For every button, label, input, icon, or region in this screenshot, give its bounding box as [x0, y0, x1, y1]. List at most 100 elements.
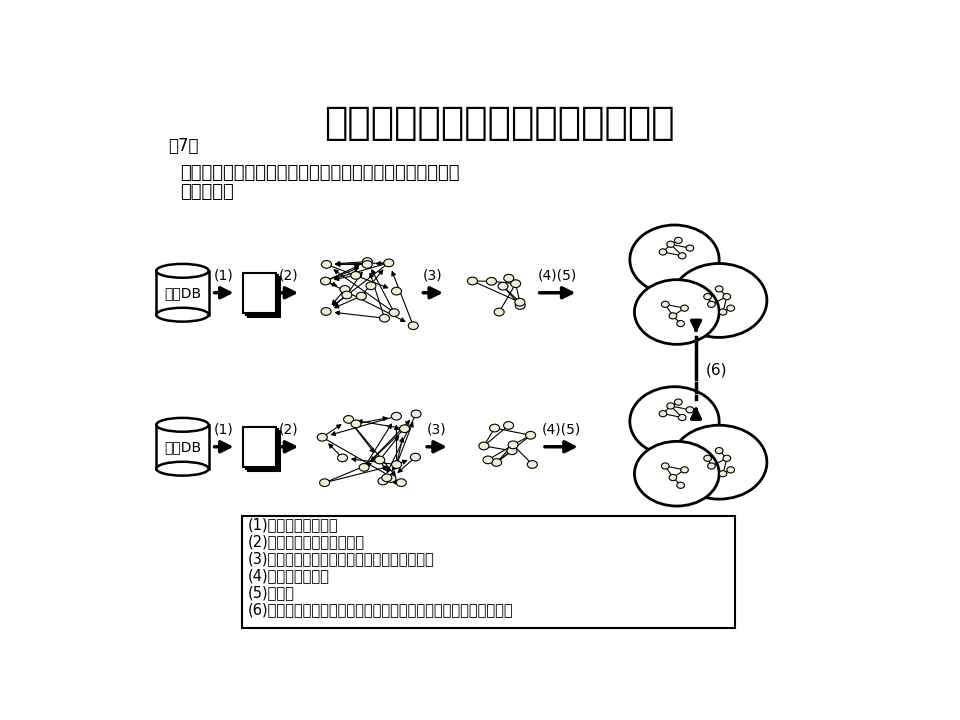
Ellipse shape: [321, 277, 330, 285]
FancyBboxPatch shape: [243, 273, 276, 312]
Ellipse shape: [408, 322, 419, 330]
Text: (3): (3): [423, 269, 443, 283]
Ellipse shape: [350, 271, 361, 279]
Ellipse shape: [492, 459, 501, 467]
Text: 特許DB: 特許DB: [164, 286, 201, 300]
Ellipse shape: [392, 287, 401, 295]
Ellipse shape: [515, 298, 525, 306]
Ellipse shape: [719, 309, 727, 315]
Ellipse shape: [671, 426, 767, 499]
Ellipse shape: [490, 424, 499, 432]
Ellipse shape: [723, 294, 731, 300]
Ellipse shape: [511, 280, 520, 287]
Ellipse shape: [322, 261, 331, 269]
Text: (1)検索クエリで検索: (1)検索クエリで検索: [248, 517, 339, 532]
Ellipse shape: [667, 241, 675, 248]
Ellipse shape: [727, 305, 734, 311]
Ellipse shape: [156, 307, 208, 322]
Ellipse shape: [392, 461, 401, 469]
Text: (2): (2): [279, 269, 299, 283]
Ellipse shape: [156, 418, 208, 432]
Ellipse shape: [669, 474, 677, 481]
FancyBboxPatch shape: [246, 275, 278, 315]
Ellipse shape: [526, 431, 536, 439]
Ellipse shape: [704, 455, 711, 462]
Ellipse shape: [635, 441, 719, 506]
Ellipse shape: [487, 277, 496, 285]
Ellipse shape: [660, 249, 667, 255]
Ellipse shape: [660, 410, 667, 417]
Text: (3)引用ネットワーク中の最大連結成分を抽出: (3)引用ネットワーク中の最大連結成分を抽出: [248, 551, 435, 566]
Ellipse shape: [679, 253, 686, 259]
Ellipse shape: [630, 225, 719, 294]
Ellipse shape: [374, 456, 385, 464]
Ellipse shape: [704, 294, 711, 300]
Ellipse shape: [320, 479, 329, 487]
Ellipse shape: [156, 462, 208, 476]
Ellipse shape: [411, 410, 421, 418]
Ellipse shape: [669, 312, 677, 319]
Text: (4)クラスタリング: (4)クラスタリング: [248, 568, 330, 583]
Ellipse shape: [508, 441, 518, 449]
Ellipse shape: [677, 320, 684, 327]
Ellipse shape: [386, 474, 396, 482]
Ellipse shape: [342, 291, 352, 299]
Ellipse shape: [392, 413, 401, 420]
Text: (1): (1): [214, 269, 234, 283]
Text: (2)引用ネットワークを作成: (2)引用ネットワークを作成: [248, 534, 365, 549]
Ellipse shape: [708, 463, 715, 469]
Text: (4)(5): (4)(5): [541, 423, 581, 437]
Ellipse shape: [362, 258, 372, 266]
Ellipse shape: [708, 301, 715, 307]
Text: 類似度測定: 類似度測定: [180, 183, 234, 201]
Ellipse shape: [686, 407, 694, 413]
Ellipse shape: [378, 477, 388, 485]
Ellipse shape: [677, 482, 684, 488]
Ellipse shape: [356, 292, 367, 300]
Text: 自然言語処理による類似度の測定: 自然言語処理による類似度の測定: [324, 104, 675, 143]
Ellipse shape: [507, 447, 517, 454]
Ellipse shape: [527, 461, 538, 468]
FancyBboxPatch shape: [248, 277, 280, 318]
Ellipse shape: [411, 454, 420, 461]
Ellipse shape: [382, 474, 392, 482]
Ellipse shape: [679, 415, 686, 420]
Ellipse shape: [671, 264, 767, 338]
Ellipse shape: [675, 399, 683, 405]
Ellipse shape: [498, 282, 508, 290]
Ellipse shape: [715, 286, 723, 292]
Ellipse shape: [630, 387, 719, 456]
Text: (6)各論文クラスターと各特許クラスターの意味的な類似度を測定: (6)各論文クラスターと各特許クラスターの意味的な類似度を測定: [248, 602, 514, 617]
Ellipse shape: [399, 425, 410, 433]
Ellipse shape: [340, 286, 350, 293]
FancyBboxPatch shape: [156, 271, 208, 315]
Ellipse shape: [344, 415, 353, 423]
Ellipse shape: [686, 245, 694, 251]
Ellipse shape: [483, 456, 493, 464]
Ellipse shape: [681, 467, 688, 473]
Ellipse shape: [504, 274, 514, 282]
Text: (2): (2): [279, 423, 299, 437]
Text: 論文クラスタ、特許クラスタに対するテキスト分析による: 論文クラスタ、特許クラスタに対するテキスト分析による: [180, 163, 460, 181]
Ellipse shape: [715, 448, 723, 454]
Text: (1): (1): [214, 423, 234, 437]
Text: (5)可視化: (5)可視化: [248, 585, 295, 600]
Ellipse shape: [516, 302, 525, 310]
Ellipse shape: [661, 463, 669, 469]
Ellipse shape: [351, 420, 361, 428]
Ellipse shape: [317, 433, 327, 441]
Ellipse shape: [156, 264, 208, 278]
Ellipse shape: [479, 442, 489, 450]
Text: (6): (6): [706, 362, 727, 377]
Ellipse shape: [667, 403, 675, 409]
Ellipse shape: [384, 259, 394, 266]
Ellipse shape: [661, 301, 669, 307]
Ellipse shape: [719, 471, 727, 477]
FancyBboxPatch shape: [242, 516, 734, 628]
Ellipse shape: [379, 315, 390, 322]
FancyBboxPatch shape: [156, 425, 208, 469]
Ellipse shape: [359, 464, 370, 472]
Ellipse shape: [389, 309, 399, 317]
Ellipse shape: [723, 455, 731, 462]
Ellipse shape: [338, 454, 348, 462]
